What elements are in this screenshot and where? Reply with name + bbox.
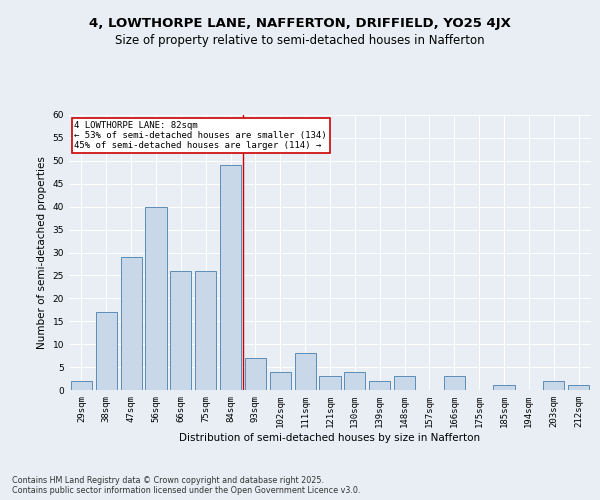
Bar [543, 381, 564, 390]
X-axis label: Distribution of semi-detached houses by size in Nafferton: Distribution of semi-detached houses by … [179, 432, 481, 442]
Bar [121, 257, 142, 390]
Bar [493, 386, 515, 390]
Bar [170, 271, 191, 390]
Bar [270, 372, 291, 390]
Text: Size of property relative to semi-detached houses in Nafferton: Size of property relative to semi-detach… [115, 34, 485, 47]
Bar [245, 358, 266, 390]
Text: 4 LOWTHORPE LANE: 82sqm
← 53% of semi-detached houses are smaller (134)
45% of s: 4 LOWTHORPE LANE: 82sqm ← 53% of semi-de… [74, 120, 327, 150]
Bar [444, 376, 465, 390]
Bar [369, 381, 390, 390]
Bar [568, 386, 589, 390]
Bar [319, 376, 341, 390]
Bar [96, 312, 117, 390]
Bar [195, 271, 216, 390]
Bar [344, 372, 365, 390]
Bar [71, 381, 92, 390]
Bar [220, 166, 241, 390]
Bar [295, 354, 316, 390]
Bar [394, 376, 415, 390]
Text: 4, LOWTHORPE LANE, NAFFERTON, DRIFFIELD, YO25 4JX: 4, LOWTHORPE LANE, NAFFERTON, DRIFFIELD,… [89, 18, 511, 30]
Text: Contains HM Land Registry data © Crown copyright and database right 2025.
Contai: Contains HM Land Registry data © Crown c… [12, 476, 361, 495]
Y-axis label: Number of semi-detached properties: Number of semi-detached properties [37, 156, 47, 349]
Bar [145, 206, 167, 390]
